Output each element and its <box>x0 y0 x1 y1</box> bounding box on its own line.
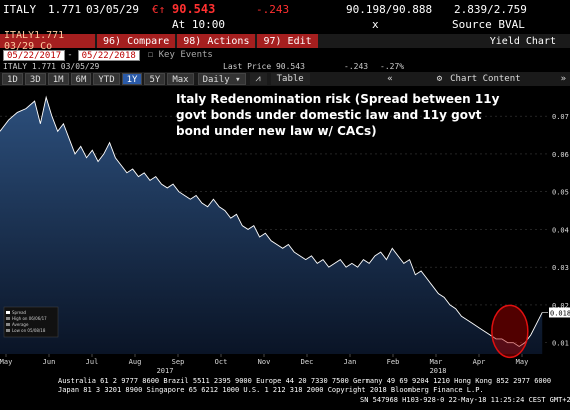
end-date-input[interactable]: 05/22/2018 <box>77 49 140 61</box>
x-tick-label: Sep <box>172 358 185 366</box>
year-label: 2018 <box>430 367 447 375</box>
edit-button[interactable]: 97) Edit <box>257 34 318 48</box>
yields: 2.839/2.759 <box>454 3 527 16</box>
x-tick-label: Oct <box>215 358 228 366</box>
chart-content-button[interactable]: Chart Content <box>450 74 521 84</box>
y-tick-label: 0.05 <box>552 189 569 197</box>
current-value-label: 0.018 <box>550 309 570 317</box>
chart-style-button[interactable]: ⩘ <box>249 73 267 85</box>
times-label: x <box>372 18 379 31</box>
period-button-3d[interactable]: 3D <box>24 73 46 85</box>
command-toolbar: ITALY1.771 03/29 Co 96) Compare 98) Acti… <box>0 30 570 52</box>
chevron-down-icon: ▾ <box>235 75 241 85</box>
legend-entry: High on 06/06/17 <box>12 316 47 321</box>
legend-entry: Spread <box>12 310 27 315</box>
x-tick-label: Feb <box>387 358 400 366</box>
pct-change-label: -.27% <box>380 62 405 71</box>
y-tick-label: 0.01 <box>552 340 569 348</box>
security-field[interactable]: ITALY1.771 03/29 Co <box>0 30 95 52</box>
gear-icon[interactable]: ⚙ <box>436 74 443 84</box>
legend-entry: Average <box>12 322 29 327</box>
highlight-circle <box>491 304 529 359</box>
compare-button[interactable]: 96) Compare <box>97 34 176 48</box>
period-button-ytd[interactable]: YTD <box>93 73 120 85</box>
source-label: Source BVAL <box>452 18 525 31</box>
actions-button[interactable]: 98) Actions <box>177 34 256 48</box>
y-tick-label: 0.03 <box>552 264 569 272</box>
chart-name: Yield Chart <box>489 35 556 47</box>
period-button-5y[interactable]: 5Y <box>144 73 166 85</box>
key-events-toggle[interactable]: ☐ Key Events <box>148 50 213 60</box>
line-chart-icon: ⩘ <box>255 74 261 84</box>
quote-bar: ITALY 1.771 03/05/29 €↑ 90.543 -.243 90.… <box>0 0 570 33</box>
footer: Australia 61 2 9777 8600 Brazil 5511 239… <box>0 375 570 410</box>
spread-line <box>0 95 543 347</box>
change-label: -.243 <box>344 62 369 71</box>
y-tick-label: 0.07 <box>552 113 569 121</box>
quote-time: At 10:00 <box>172 18 225 31</box>
footer-line-1: Australia 61 2 9777 8600 Brazil 5511 239… <box>58 377 552 385</box>
bid-ask: 90.198/90.888 <box>346 3 433 16</box>
year-label: 2017 <box>157 367 174 375</box>
period-button-max[interactable]: Max <box>167 73 194 85</box>
current-value-tag <box>549 307 570 318</box>
frequency-select[interactable]: Daily ▾ <box>197 73 246 85</box>
y-tick-label: 0.02 <box>552 302 569 310</box>
table-button[interactable]: Table <box>270 73 310 85</box>
frequency-label: Daily <box>202 75 230 85</box>
y-tick-label: 0.06 <box>552 151 569 159</box>
key-events-label: Key Events <box>158 50 213 60</box>
x-tick-label: Nov <box>258 358 271 366</box>
last-price-label: Last Price 90.543 <box>223 62 305 71</box>
date-separator: - <box>67 50 73 60</box>
period-bar: 1D 3D 1M 6M YTD 1Y 5Y Max Daily ▾ ⩘ Table « ⚙ C… <box>0 72 570 86</box>
spread-area <box>0 97 543 354</box>
period-button-1m[interactable]: 1M <box>47 73 69 85</box>
x-tick-label: Apr <box>473 358 486 366</box>
collapse-left-icon[interactable]: « <box>387 74 393 84</box>
x-tick-label: May <box>516 358 529 366</box>
yield-chart[interactable]: 0.07 0.06 0.05 0.04 0.03 0.02 0.01 0.018 May Jun J… <box>0 86 570 376</box>
last-price: 90.543 <box>172 2 216 16</box>
price-arrow-icon: €↑ <box>152 3 166 16</box>
legend-entry: Low on 05/08/18 <box>12 328 46 333</box>
x-tick-label: Aug <box>129 358 142 366</box>
chart-annotation: Italy Redenomination risk (Spread betwee… <box>176 92 500 138</box>
footer-line-3: SN 547968 H103-928-0 22-May-18 11:25:24 … <box>360 396 570 404</box>
period-button-6m[interactable]: 6M <box>70 73 92 85</box>
x-tick-label: Jul <box>86 358 99 366</box>
footer-line-2: Japan 81 3 3201 8900 Singapore 65 6212 1… <box>58 386 484 394</box>
x-tick-label: May <box>0 358 12 366</box>
checkbox-icon: ☐ <box>147 50 159 60</box>
x-tick-label: Jan <box>344 358 357 366</box>
period-button-1d[interactable]: 1D <box>2 73 23 85</box>
security-label: ITALY 1.771 03/05/29 <box>3 62 100 71</box>
period-button-1y[interactable]: 1Y <box>121 73 143 85</box>
x-tick-label: Dec <box>301 358 314 366</box>
chart-content-controls: « ⚙ Chart Content » <box>387 73 570 85</box>
y-tick-label: 0.04 <box>552 226 569 234</box>
collapse-right-icon[interactable]: » <box>560 74 566 84</box>
period-buttons: 1D 3D 1M 6M YTD 1Y 5Y Max <box>0 73 194 85</box>
x-tick-label: Jun <box>43 358 56 366</box>
x-tick-label: Mar <box>430 358 443 366</box>
ticker: ITALY <box>3 3 37 16</box>
coupon: 1.771 <box>48 3 82 16</box>
maturity: 03/05/29 <box>86 3 139 16</box>
start-date-input[interactable]: 05/22/2017 <box>3 49 66 61</box>
price-change: -.243 <box>256 3 290 16</box>
date-range: 05/22/2017 - 05/22/2018 ☐ Key Events <box>0 49 570 61</box>
info-row: ITALY 1.771 03/05/29 Last Price 90.543 -… <box>0 61 570 72</box>
